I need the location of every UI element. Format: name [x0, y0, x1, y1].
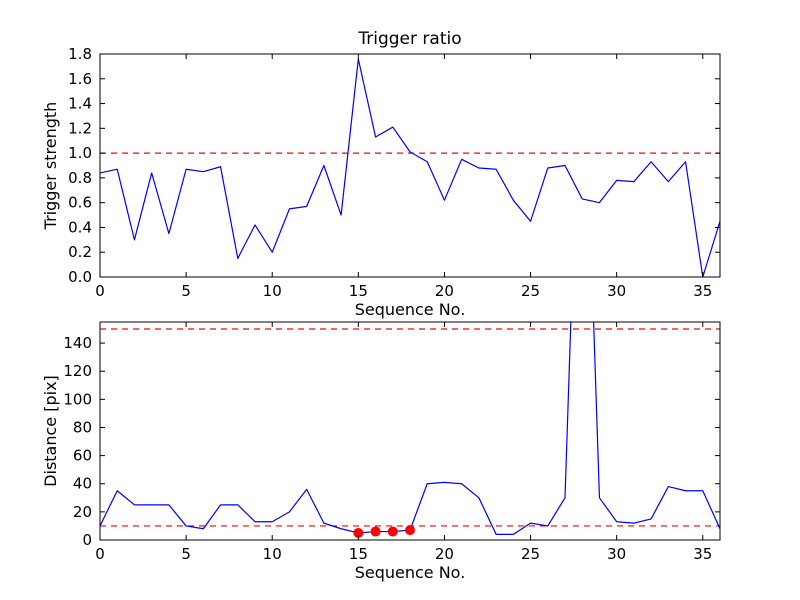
y-tick-label: 1.8	[68, 45, 92, 63]
y-tick-label: 0	[82, 531, 92, 549]
x-tick-label: 25	[521, 282, 540, 300]
x-tick-label: 20	[435, 282, 454, 300]
x-tick-label: 10	[263, 282, 282, 300]
y-tick-label: 100	[63, 390, 92, 408]
x-tick-label: 15	[349, 545, 368, 563]
y-tick-label: 120	[63, 362, 92, 380]
x-tick-label: 20	[435, 545, 454, 563]
x-tick-label: 30	[607, 545, 626, 563]
y-tick-label: 80	[73, 418, 92, 436]
trigger-ratio-plot: 0 5 10 15 20 25 30 35 0.0 0.2 0.4 0.6 0.8 1.0 1.2 1.4 1.…	[41, 29, 721, 319]
chart-title: Trigger ratio	[357, 29, 461, 49]
distance-plot: 0 5 10 15 20 25 30 35 0 20 40 60 80 100 120 140 Sequence…	[41, 321, 721, 582]
y-tick-label: 1.6	[68, 70, 92, 88]
y-tick-label: 1.2	[68, 119, 92, 137]
x-tick-label: 5	[181, 282, 191, 300]
trigger-strength-line	[100, 58, 720, 277]
y-tick-label: 20	[73, 503, 92, 521]
x-tick-label: 5	[181, 545, 191, 563]
x-tick-label: 0	[95, 545, 105, 563]
y-tick-label: 0.6	[68, 194, 92, 212]
y-tick-label: 60	[73, 447, 92, 465]
x-tick-label: 30	[607, 282, 626, 300]
x-axis-label: Sequence No.	[355, 563, 466, 582]
y-tick-label: 1.4	[68, 95, 92, 113]
y-axis-label: Trigger strength	[41, 102, 60, 231]
y-tick-label: 0.4	[68, 218, 92, 236]
x-tick-label: 35	[693, 282, 712, 300]
x-tick-label: 0	[95, 282, 105, 300]
y-tick-label: 140	[63, 334, 92, 352]
y-axis-label: Distance [pix]	[41, 375, 60, 487]
x-tick-label: 35	[693, 545, 712, 563]
plot-frame	[99, 53, 721, 278]
y-tick-label: 0.0	[68, 268, 92, 286]
x-axis-label: Sequence No.	[355, 300, 466, 319]
distance-line	[100, 322, 720, 535]
trigger-marker-dot	[370, 526, 381, 537]
x-tick-label: 15	[349, 282, 368, 300]
x-tick-label: 25	[521, 545, 540, 563]
y-tick-label: 1.0	[68, 144, 92, 162]
plot-frame	[99, 321, 721, 541]
trigger-marker-dot	[405, 525, 415, 536]
x-tick-label: 10	[263, 545, 282, 563]
y-tick-label: 40	[73, 475, 92, 493]
y-tick-label: 0.2	[68, 243, 92, 261]
y-tick-label: 0.8	[68, 169, 92, 187]
trigger-marker-dot	[387, 526, 398, 537]
